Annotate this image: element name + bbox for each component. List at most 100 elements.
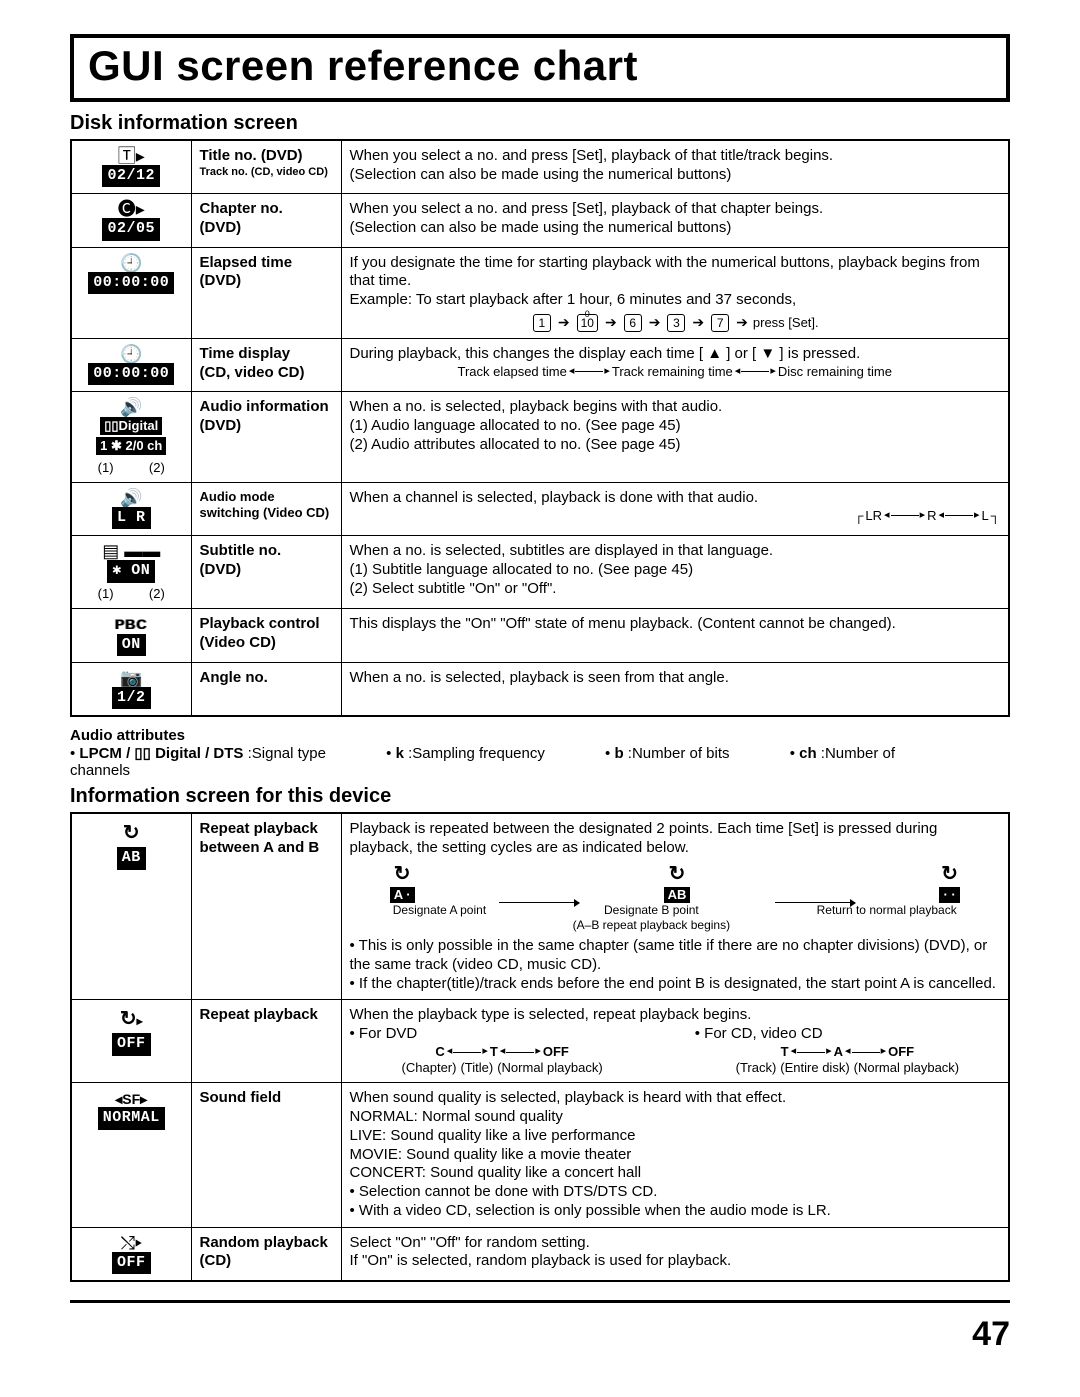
timedisp-desc: During playback, this changes the displa… [350,345,861,362]
chapter-osd: 02/05 [102,218,160,240]
page-title-box: GUI screen reference chart [70,34,1010,102]
random-icon: ⤭▸ [80,1234,183,1252]
page-title: GUI screen reference chart [88,42,992,90]
row-pbc: PBC ON Playback control (Video CD) This … [71,609,1009,663]
row-repeat: ↻▸ OFF Repeat playback When the playback… [71,1000,1009,1083]
subtitle-desc-3: (2) Select subtitle "On" or "Off". [350,580,1001,599]
audiomode-label: Audio mode [200,489,333,505]
subtitle-icon: ▤ ▬▬ [80,542,183,560]
audio-label: Audio information [200,398,333,417]
audiomode-label-sub: switching (Video CD) [200,505,333,521]
row-angle: 📷 1/2 Angle no. When a no. is selected, … [71,663,1009,717]
audio-attributes: Audio attributes • LPCM / ▯▯ Digital / D… [70,727,1010,779]
ab-label: Repeat playback between A and B [200,820,320,856]
chapter-icon: 🅒▸ [80,200,183,218]
footer-rule [70,1300,1010,1303]
elapsed-key-seq: 1➔ 10➔ 6➔ 3➔ 7➔ press [Set]. [350,314,1001,332]
speaker-icon-2: 🔊 [80,489,183,507]
subtitle-desc-1: When a no. is selected, subtitles are di… [350,542,1001,561]
random-osd: OFF [112,1252,151,1274]
elapsed-desc-2: Example: To start playback after 1 hour,… [350,291,1001,310]
audio-desc-1: When a no. is selected, playback begins … [350,398,1001,417]
chapter-desc-2: (Selection can also be made using the nu… [350,219,1001,238]
title-desc-1: When you select a no. and press [Set], p… [350,147,1001,166]
elapsed-seq-end: press [Set]. [753,315,819,331]
ab-diagram: ↻ A · ↻ AB ↻ · · [350,862,1001,933]
row-subtitle: ▤ ▬▬ ✱ ON (1) (2) Subtitle no. (DVD) Whe… [71,536,1009,609]
title-label-sub: Track no. (CD, video CD) [200,166,333,180]
repeat-diagram: • For DVD C T OFF (Chapter) (Title) (Nor… [350,1025,1001,1076]
elapsed-osd: 00:00:00 [88,272,174,294]
sf-label: Sound field [200,1089,282,1106]
sf-osd: NORMAL [98,1107,165,1129]
repeat-icon-2: ↻▸ [80,1006,183,1033]
disk-info-table: 🅃▸ 02/12 Title no. (DVD) Track no. (CD, … [70,139,1010,717]
row-audio-mode: 🔊 L R Audio mode switching (Video CD) Wh… [71,483,1009,536]
angle-icon: 📷 [80,669,183,687]
angle-desc: When a no. is selected, playback is seen… [350,669,729,686]
key-10: 10 [577,314,598,332]
audio-attr-heading: Audio attributes [70,727,1010,744]
repeat-label: Repeat playback [200,1006,318,1023]
repeat-icon: ↻ [80,820,183,847]
pbc-osd: ON [117,634,146,656]
sf-icon: ◂SF▸ [80,1089,183,1107]
row-random: ⤭▸ OFF Random playback (CD) Select "On" … [71,1227,1009,1281]
audio-osd-bot: 1 ✱ 2/0 ch [96,437,166,455]
timedisp-label-sub: (CD, video CD) [200,364,333,383]
key-1: 1 [533,314,551,332]
title-label: Title no. (DVD) [200,147,333,166]
key-3: 3 [667,314,685,332]
elapsed-label-sub: (DVD) [200,272,333,291]
audiomode-cycle: ┌ LR R L ┐ [350,508,1001,524]
repeat-intro: When the playback type is selected, repe… [350,1006,1001,1025]
subtitle-osd: ✱ ON [107,560,155,582]
key-6: 6 [624,314,642,332]
subtitle-desc-2: (1) Subtitle language allocated to no. (… [350,561,1001,580]
ab-intro: Playback is repeated between the designa… [350,820,1001,858]
elapsed-desc-1: If you designate the time for starting p… [350,254,1001,292]
subtitle-label-sub: (DVD) [200,561,333,580]
audiomode-desc: When a channel is selected, playback is … [350,489,1001,508]
section-heading-device: Information screen for this device [70,785,1010,808]
pbc-logo: PBC [80,615,183,634]
device-info-table: ↻ AB Repeat playback between A and B Pla… [70,812,1010,1282]
chapter-desc-1: When you select a no. and press [Set], p… [350,200,1001,219]
row-chapter-no: 🅒▸ 02/05 Chapter no. (DVD) When you sele… [71,194,1009,247]
timedisp-cycle: Track elapsed time Track remaining time … [350,364,1001,380]
angle-osd: 1/2 [112,687,151,709]
repeat-osd: OFF [112,1033,151,1055]
row-ab-repeat: ↻ AB Repeat playback between A and B Pla… [71,813,1009,1000]
elapsed-label: Elapsed time [200,254,333,273]
title-icon: 🅃▸ [80,147,183,165]
timedisp-label: Time display [200,345,333,364]
row-time-display: 🕘 00:00:00 Time display (CD, video CD) D… [71,338,1009,391]
pbc-label: Playback control [200,615,333,634]
random-label-sub: (CD) [200,1252,333,1271]
pbc-desc: This displays the "On" "Off" state of me… [350,615,896,632]
clock-icon: 🕘 [80,254,183,272]
row-elapsed: 🕘 00:00:00 Elapsed time (DVD) If you des… [71,247,1009,338]
audio-osd-top: ▯▯Digital [100,417,162,435]
chapter-label: Chapter no. [200,200,333,219]
clock-icon-2: 🕘 [80,345,183,363]
timedisp-osd: 00:00:00 [88,363,174,385]
subtitle-label: Subtitle no. [200,542,333,561]
row-title-no: 🅃▸ 02/12 Title no. (DVD) Track no. (CD, … [71,140,1009,194]
angle-label: Angle no. [200,669,268,686]
chapter-label-sub: (DVD) [200,219,333,238]
title-osd: 02/12 [102,165,160,187]
row-audio-info: 🔊 ▯▯Digital 1 ✱ 2/0 ch (1) (2) Audio inf… [71,392,1009,483]
pbc-label-sub: (Video CD) [200,634,333,653]
audio-desc-2: (1) Audio language allocated to no. (See… [350,417,1001,436]
title-desc-2: (Selection can also be made using the nu… [350,166,1001,185]
key-7: 7 [711,314,729,332]
random-label: Random playback [200,1234,333,1253]
audio-label-sub: (DVD) [200,417,333,436]
section-heading-disk: Disk information screen [70,112,1010,135]
page-number: 47 [70,1315,1010,1354]
ab-osd: AB [117,847,146,869]
row-sound-field: ◂SF▸ NORMAL Sound field When sound quali… [71,1083,1009,1227]
audiomode-osd: L R [112,507,151,529]
speaker-icon: 🔊 [80,398,183,416]
